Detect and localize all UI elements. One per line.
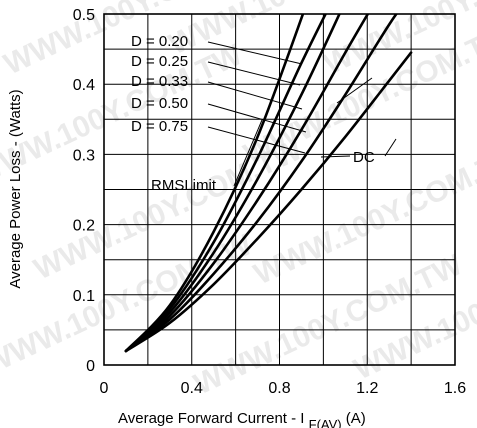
- y-tick-label: 0.2: [73, 218, 95, 235]
- grid: [103, 13, 456, 366]
- label-d-0-75-leader: [207, 126, 306, 154]
- label-d-0-20: D = 0.20: [131, 33, 188, 50]
- leader-lines: [207, 41, 397, 187]
- series-line-d-0-75: [124, 14, 398, 353]
- label-dc: DC: [353, 149, 375, 166]
- x-tick-label: 0.4: [181, 380, 203, 397]
- label-d-0-75: D = 0.75: [131, 118, 188, 135]
- tick-labels: 0 0.4 0.8 1.2 1.6 0 0.1 0.2 0.3 0.4 0.5: [73, 7, 466, 397]
- label-d-0-25-leader: [207, 61, 301, 86]
- x-tick-label: 0.8: [268, 380, 290, 397]
- label-d-0-33: D = 0.33: [131, 73, 188, 90]
- y-axis-label: Average Power Loss - (Watts): [7, 89, 24, 288]
- label-rmslimit: RMSLimit: [151, 177, 217, 194]
- series-layer: [124, 14, 413, 353]
- y-tick-label: 0.3: [73, 147, 95, 164]
- y-tick-label: 0.5: [73, 7, 95, 24]
- x-tick-label: 1.2: [356, 380, 378, 397]
- x-axis-label: Average Forward Current - I F(AV) (A): [118, 410, 366, 428]
- y-tick-label: 0: [86, 358, 95, 375]
- x-tick-label: 1.6: [444, 380, 466, 397]
- y-tick-label: 0.1: [73, 288, 95, 305]
- series-labels: D = 0.20 D = 0.25 D = 0.33 D = 0.50 D = 0.75…: [131, 33, 375, 194]
- series-line-d-0-20: [124, 14, 305, 353]
- x-tick-label: 0: [100, 380, 109, 397]
- series-line-d-0-50: [124, 14, 370, 353]
- plot-frame: [103, 13, 456, 366]
- y-tick-label: 0.4: [73, 77, 95, 94]
- axis-labels: Average Forward Current - I F(AV) (A) Ave…: [7, 89, 366, 428]
- leader-dc-upper: [336, 77, 373, 104]
- leader-dc-right: [384, 138, 397, 157]
- label-d-0-25: D = 0.25: [131, 53, 188, 70]
- series-line-d-0-33: [124, 14, 341, 353]
- series-line-dc: [124, 51, 413, 353]
- label-d-0-33-leader: [207, 81, 303, 110]
- leader-dc-left: [320, 155, 351, 158]
- series-line-d-0-25: [124, 14, 328, 353]
- label-d-0-50: D = 0.50: [131, 95, 188, 112]
- label-d-0-20-leader: [207, 41, 303, 65]
- label-d-0-50-leader: [207, 103, 307, 133]
- label-rmslimit-leader: [233, 119, 263, 187]
